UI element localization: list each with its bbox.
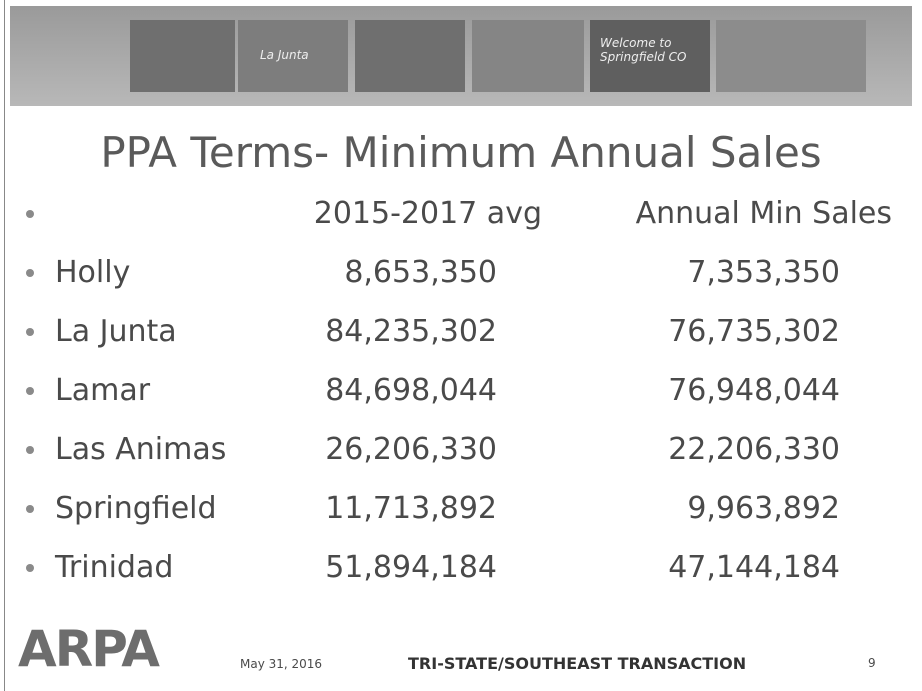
header-row: 2015-2017 avg Annual Min Sales	[0, 190, 922, 240]
photo	[590, 20, 710, 92]
bullet	[26, 210, 34, 218]
photo	[716, 20, 866, 92]
photo	[130, 20, 235, 92]
table-row: Springfield 11,713,892 9,963,892	[0, 485, 922, 535]
avg-sales: 8,653,350	[344, 255, 497, 290]
avg-sales: 84,235,302	[325, 314, 497, 349]
photo-caption: Welcome to Springfield CO	[600, 36, 687, 64]
city-name: Trinidad	[55, 550, 174, 585]
city-name: La Junta	[55, 314, 177, 349]
city-name: Holly	[55, 255, 131, 290]
city-name: Lamar	[55, 373, 151, 408]
min-sales: 7,353,350	[687, 255, 840, 290]
photo	[472, 20, 584, 92]
page-number: 9	[868, 656, 876, 670]
bullet	[26, 328, 34, 336]
min-sales: 22,206,330	[668, 432, 840, 467]
min-sales: 9,963,892	[687, 491, 840, 526]
avg-sales: 51,894,184	[325, 550, 497, 585]
banner: La Junta Welcome to Springfield CO	[10, 6, 912, 106]
table-row: Las Animas 26,206,330 22,206,330	[0, 426, 922, 476]
avg-sales: 11,713,892	[325, 491, 497, 526]
table-row: Holly 8,653,350 7,353,350	[0, 249, 922, 299]
column-header: 2015-2017 avg	[313, 196, 542, 231]
bullet	[26, 446, 34, 454]
logo: ARPA	[18, 620, 160, 678]
column-header: Annual Min Sales	[635, 196, 892, 231]
photo	[238, 20, 348, 92]
footer-text: TRI-STATE/SOUTHEAST TRANSACTION	[408, 654, 747, 673]
min-sales: 76,948,044	[668, 373, 840, 408]
avg-sales: 84,698,044	[325, 373, 497, 408]
table-row: La Junta 84,235,302 76,735,302	[0, 308, 922, 358]
photo	[355, 20, 465, 92]
min-sales: 47,144,184	[668, 550, 840, 585]
slide-title: PPA Terms- Minimum Annual Sales	[100, 128, 822, 177]
table-row: Trinidad 51,894,184 47,144,184	[0, 544, 922, 594]
border	[4, 0, 5, 691]
bullet	[26, 505, 34, 513]
min-sales: 76,735,302	[668, 314, 840, 349]
city-name: Las Animas	[55, 432, 227, 467]
footer-date: May 31, 2016	[240, 657, 323, 671]
photo-caption: La Junta	[260, 48, 309, 62]
avg-sales: 26,206,330	[325, 432, 497, 467]
bullet	[26, 269, 34, 277]
bullet	[26, 387, 34, 395]
city-name: Springfield	[55, 491, 217, 526]
table-row: Lamar 84,698,044 76,948,044	[0, 367, 922, 417]
bullet	[26, 564, 34, 572]
